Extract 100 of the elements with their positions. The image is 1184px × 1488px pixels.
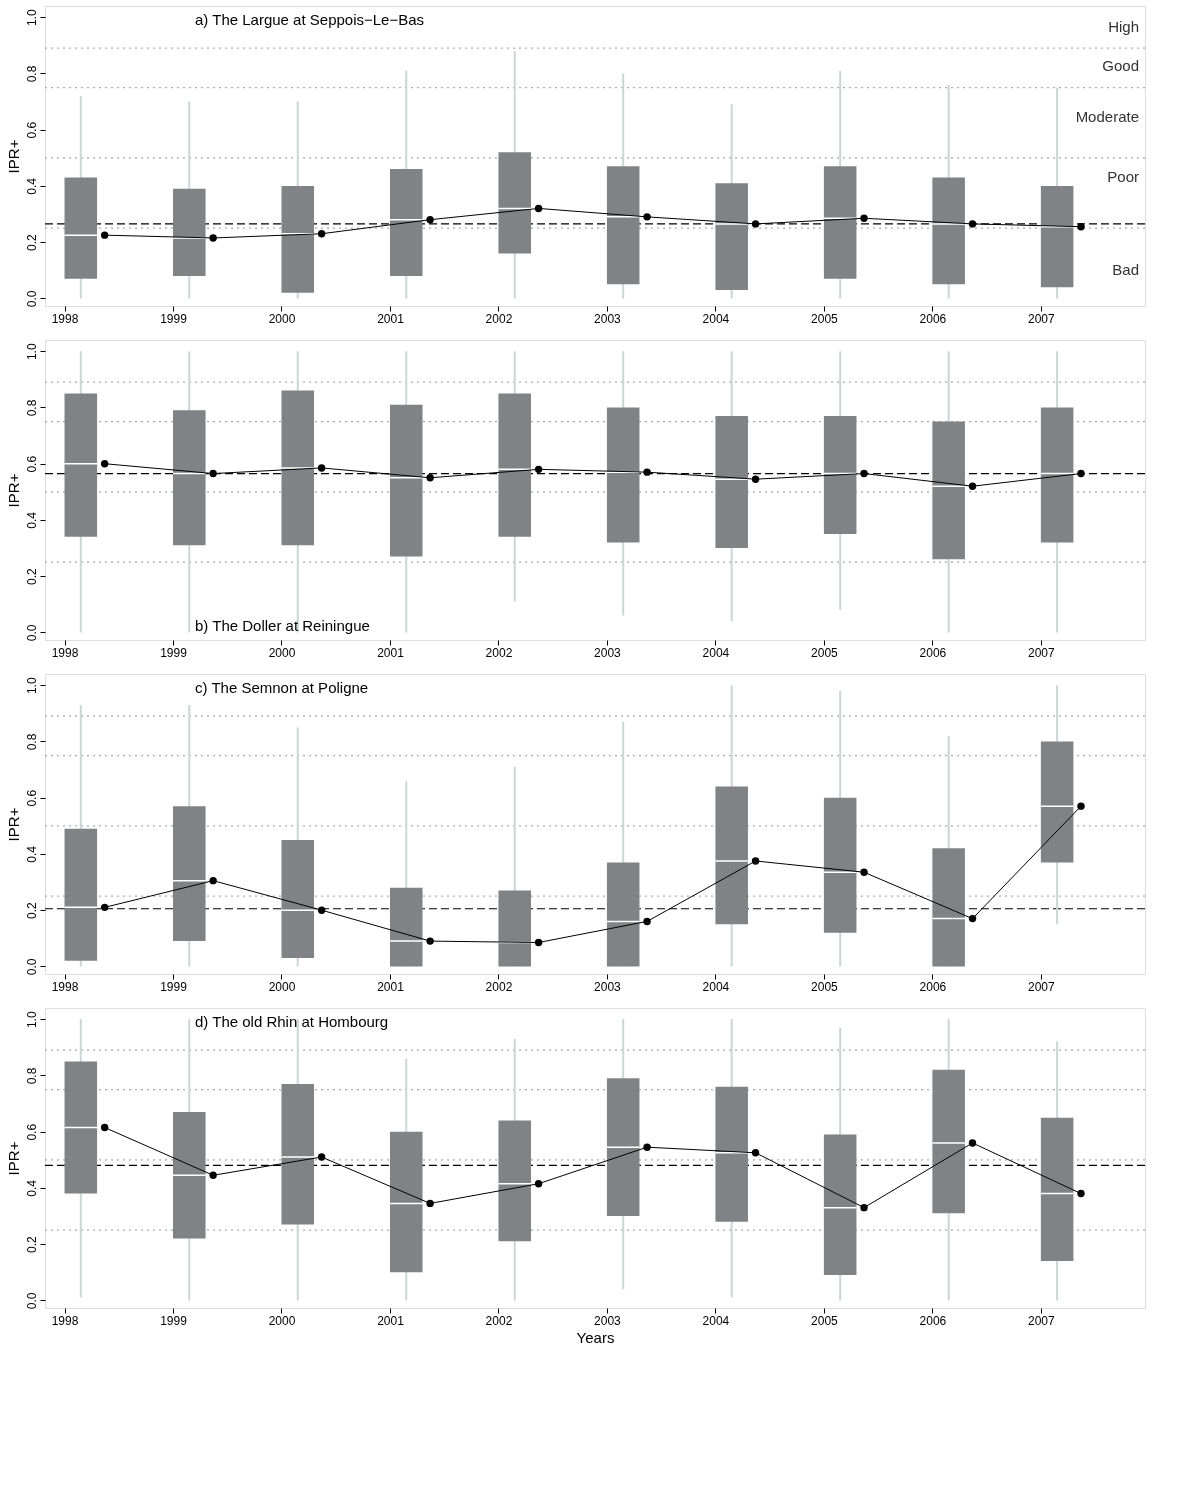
point — [751, 857, 760, 865]
point — [751, 220, 760, 228]
y-tick-label: 0.4 — [24, 511, 39, 529]
x-tick-label: 2004 — [702, 645, 730, 660]
y-tick-label: 0.6 — [24, 121, 39, 139]
annotation: High — [1108, 18, 1139, 35]
annotation: Moderate — [1075, 108, 1139, 125]
x-tick-label: 2005 — [811, 979, 839, 994]
x-tick-label: 2002 — [485, 311, 513, 326]
x-tick-label: 2000 — [268, 979, 296, 994]
point — [317, 1153, 326, 1161]
point — [860, 868, 868, 876]
x-tick-label: 2006 — [919, 1313, 947, 1328]
annotation: Bad — [1112, 261, 1139, 278]
point — [860, 469, 868, 478]
x-tick-label: 2003 — [594, 1313, 622, 1328]
x-tick-label: 2007 — [1028, 311, 1056, 326]
point — [968, 482, 977, 490]
x-tick-label: 2004 — [702, 1313, 730, 1328]
x-tick-label: 2007 — [1028, 645, 1056, 660]
y-tick-label: 0.6 — [24, 789, 39, 807]
point — [968, 1139, 977, 1147]
point — [643, 917, 651, 926]
point — [860, 214, 868, 222]
x-tick-label: 2001 — [377, 1313, 405, 1328]
x-axis-title: Years — [576, 1328, 615, 1346]
y-tick-label: 0.0 — [24, 624, 39, 642]
point — [317, 230, 326, 238]
x-tick-label: 2000 — [268, 645, 296, 660]
x-tick-label: 2000 — [268, 311, 296, 326]
y-tick-label: 0.8 — [24, 399, 39, 417]
point — [534, 1180, 543, 1188]
y-axis-title: IPR+ — [4, 1141, 22, 1176]
point — [1077, 1189, 1085, 1198]
x-tick-label: 2004 — [702, 311, 730, 326]
y-tick-label: 1.0 — [24, 1011, 39, 1029]
point — [968, 220, 977, 228]
point — [426, 215, 434, 224]
x-tick-label: 2006 — [919, 645, 947, 660]
y-tick-label: 0.6 — [24, 1123, 39, 1141]
x-tick-label: 2005 — [811, 645, 839, 660]
point — [209, 469, 217, 478]
x-tick-label: 2001 — [377, 311, 405, 326]
chart-title: d) The old Rhin at Hombourg — [195, 1013, 389, 1030]
y-tick-label: 0.2 — [24, 568, 39, 586]
text: b) The Doller at Reiningue — [195, 617, 370, 634]
y-tick-label: 0.0 — [24, 290, 39, 308]
x-tick-label: 2002 — [485, 979, 513, 994]
x-tick-label: 1999 — [160, 979, 188, 994]
point — [751, 475, 760, 483]
annotation: Poor — [1107, 168, 1139, 185]
x-tick-label: 2000 — [268, 1313, 296, 1328]
point — [209, 1171, 217, 1179]
point — [751, 1149, 760, 1157]
x-tick-label: 1999 — [160, 311, 188, 326]
point — [534, 465, 543, 474]
x-tick-label: 2005 — [811, 1313, 839, 1328]
y-axis-title: IPR+ — [4, 473, 22, 508]
x-tick-label: 1999 — [160, 645, 188, 660]
point — [426, 474, 434, 482]
point — [1077, 223, 1085, 231]
x-tick-label: 2003 — [594, 979, 622, 994]
point — [1077, 802, 1085, 810]
point — [100, 1123, 109, 1132]
point — [100, 231, 109, 239]
point — [209, 234, 217, 242]
point — [100, 460, 109, 468]
y-tick-label: 0.8 — [24, 65, 39, 83]
x-tick-label: 2007 — [1028, 1313, 1056, 1328]
point — [643, 1143, 651, 1151]
x-tick-label: 2002 — [485, 1313, 513, 1328]
y-tick-label: 1.0 — [24, 343, 39, 361]
x-tick-label: 1998 — [51, 1313, 79, 1328]
point — [209, 876, 217, 885]
x-tick-label: 2001 — [377, 979, 405, 994]
x-tick-label: 2007 — [1028, 979, 1056, 994]
y-tick-label: 0.0 — [24, 1292, 39, 1310]
x-tick-label: 2002 — [485, 645, 513, 660]
point — [968, 914, 977, 923]
y-tick-label: 0.6 — [24, 455, 39, 473]
x-tick-label: 1998 — [51, 979, 79, 994]
point — [100, 903, 109, 912]
y-tick-label: 0.0 — [24, 958, 39, 976]
x-tick-label: 2006 — [919, 979, 947, 994]
y-tick-label: 1.0 — [24, 677, 39, 695]
point — [534, 938, 543, 947]
y-tick-label: 0.2 — [24, 234, 39, 252]
x-tick-label: 1999 — [160, 1313, 188, 1328]
x-tick-label: 1998 — [51, 311, 79, 326]
x-tick-label: 2001 — [377, 645, 405, 660]
x-tick-label: 2006 — [919, 311, 947, 326]
point — [426, 937, 434, 945]
y-tick-label: 0.2 — [24, 1236, 39, 1254]
x-tick-label: 2003 — [594, 311, 622, 326]
y-tick-label: 0.8 — [24, 1067, 39, 1085]
point — [860, 1203, 868, 1212]
point — [317, 906, 326, 914]
y-tick-label: 0.4 — [24, 177, 39, 195]
point — [317, 464, 326, 472]
chart-title: c) The Semnon at Poligne — [195, 679, 369, 696]
